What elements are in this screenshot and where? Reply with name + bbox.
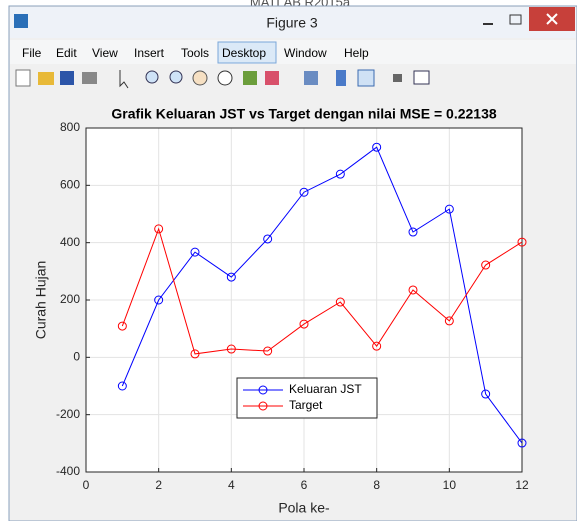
- link-icon[interactable]: [304, 71, 318, 85]
- legend-icon[interactable]: [357, 69, 375, 87]
- x-tick-label: 2: [155, 478, 162, 492]
- save-icon[interactable]: [60, 71, 74, 85]
- menu-items: File Edit View Insert Tools Desktop Window Help: [22, 41, 369, 64]
- brush-icon[interactable]: [265, 71, 279, 85]
- pointer-icon[interactable]: [119, 70, 129, 89]
- y-tick-label: -400: [56, 464, 80, 478]
- zoom-in-icon[interactable]: [145, 70, 159, 84]
- zoom-out-icon[interactable]: [169, 70, 183, 84]
- x-tick-label: 12: [515, 478, 529, 492]
- data-point: [190, 349, 200, 359]
- data-point: [226, 344, 236, 354]
- window-title: Figure 3: [266, 15, 318, 31]
- y-tick-label: 800: [60, 120, 80, 134]
- maximize-button[interactable]: [509, 14, 522, 25]
- data-point: [299, 319, 309, 329]
- menu-highlight: [217, 41, 277, 64]
- x-tick-label: 0: [83, 478, 90, 492]
- series-line: [121, 227, 523, 355]
- y-axis-label: Curah Hujan: [33, 261, 49, 340]
- hide-tools-icon[interactable]: [393, 74, 402, 82]
- menu-item[interactable]: File: [22, 46, 42, 60]
- legend-marker: [258, 401, 268, 411]
- data-point: [335, 169, 345, 179]
- chart: Grafik Keluaran JST vs Target dengan nil…: [33, 106, 529, 516]
- data-point: [190, 247, 200, 257]
- title-bar: [10, 7, 576, 38]
- toolbar-icons: [15, 69, 430, 89]
- colorbar-icon[interactable]: [336, 70, 346, 86]
- data-point: [335, 297, 345, 307]
- y-tick-label: -200: [56, 407, 80, 421]
- open-icon[interactable]: [38, 72, 54, 85]
- close-icon: [546, 13, 558, 25]
- data-point: [299, 187, 309, 197]
- plot-frame: [85, 127, 523, 473]
- menu-item[interactable]: Insert: [134, 46, 165, 60]
- data-point: [481, 260, 491, 270]
- data-point: [517, 438, 527, 448]
- data-point: [372, 341, 382, 351]
- data-point: [408, 285, 418, 295]
- legend-box: [236, 377, 378, 419]
- legend-label: Target: [289, 398, 323, 412]
- toolbar: [10, 64, 576, 92]
- x-tick-label: 10: [443, 478, 457, 492]
- data-point: [154, 295, 164, 305]
- data-point: [263, 346, 273, 356]
- x-tick-label: 4: [228, 478, 235, 492]
- data-point: [226, 272, 236, 282]
- series-line: [121, 146, 523, 444]
- menu-item[interactable]: Edit: [56, 46, 77, 60]
- data-point: [444, 204, 454, 214]
- data-point: [444, 316, 454, 326]
- background-window-title: MATLAB R2015a: [250, 0, 351, 9]
- y-tick-label: 200: [60, 292, 80, 306]
- y-tick-label: 400: [60, 235, 80, 249]
- menu-item[interactable]: Tools: [181, 46, 209, 60]
- app-icon: [14, 14, 28, 28]
- data-point: [517, 237, 527, 247]
- menu-item[interactable]: Window: [284, 46, 327, 60]
- menu-item[interactable]: View: [92, 46, 118, 60]
- data-point: [263, 234, 273, 244]
- data-point: [154, 224, 164, 234]
- x-tick-label: 8: [373, 478, 380, 492]
- new-icon[interactable]: [15, 69, 31, 87]
- menu-item[interactable]: Help: [344, 46, 369, 60]
- datacursor-icon[interactable]: [243, 71, 257, 85]
- legend-marker: [258, 385, 268, 395]
- x-axis-label: Pola ke-: [278, 500, 330, 516]
- print-icon[interactable]: [82, 72, 97, 84]
- y-tick-label: 0: [73, 350, 80, 364]
- y-tick-label: 600: [60, 178, 80, 192]
- data-point: [372, 142, 382, 152]
- menu-item[interactable]: Desktop: [222, 46, 266, 60]
- data-point: [408, 227, 418, 237]
- menu-bar: [10, 40, 576, 64]
- data-point: [481, 389, 491, 399]
- legend-label: Keluaran JST: [289, 382, 362, 396]
- x-tick-label: 6: [301, 478, 308, 492]
- rotate-icon[interactable]: [217, 70, 233, 86]
- data-point: [117, 381, 127, 391]
- show-tools-icon[interactable]: [413, 70, 430, 85]
- data-point: [117, 321, 127, 331]
- pan-icon[interactable]: [192, 70, 208, 86]
- chart-title: Grafik Keluaran JST vs Target dengan nil…: [111, 106, 496, 122]
